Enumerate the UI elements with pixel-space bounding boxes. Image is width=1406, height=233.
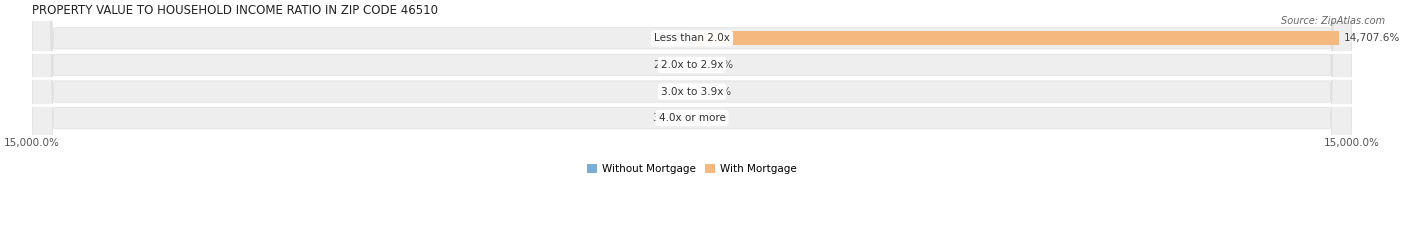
- Bar: [690, 111, 692, 125]
- FancyBboxPatch shape: [32, 0, 1351, 233]
- Text: 6.8%: 6.8%: [659, 86, 686, 96]
- Bar: [690, 31, 692, 45]
- Legend: Without Mortgage, With Mortgage: Without Mortgage, With Mortgage: [582, 160, 801, 178]
- FancyBboxPatch shape: [32, 0, 1351, 233]
- Text: 35.2%: 35.2%: [652, 113, 685, 123]
- Text: 20.7%: 20.7%: [652, 60, 686, 70]
- Text: Less than 2.0x: Less than 2.0x: [654, 33, 730, 43]
- Text: 8.5%: 8.5%: [697, 113, 724, 123]
- Text: 21.6%: 21.6%: [699, 86, 731, 96]
- FancyBboxPatch shape: [32, 0, 1351, 233]
- Text: 4.0x or more: 4.0x or more: [658, 113, 725, 123]
- Text: PROPERTY VALUE TO HOUSEHOLD INCOME RATIO IN ZIP CODE 46510: PROPERTY VALUE TO HOUSEHOLD INCOME RATIO…: [32, 4, 439, 17]
- Text: 2.0x to 2.9x: 2.0x to 2.9x: [661, 60, 723, 70]
- Text: 63.1%: 63.1%: [700, 60, 733, 70]
- Bar: [692, 58, 695, 72]
- Text: 14,707.6%: 14,707.6%: [1344, 33, 1400, 43]
- FancyBboxPatch shape: [32, 0, 1351, 233]
- Text: Source: ZipAtlas.com: Source: ZipAtlas.com: [1281, 16, 1385, 26]
- Text: 3.0x to 3.9x: 3.0x to 3.9x: [661, 86, 723, 96]
- Text: 36.9%: 36.9%: [652, 33, 685, 43]
- Bar: [692, 31, 1339, 45]
